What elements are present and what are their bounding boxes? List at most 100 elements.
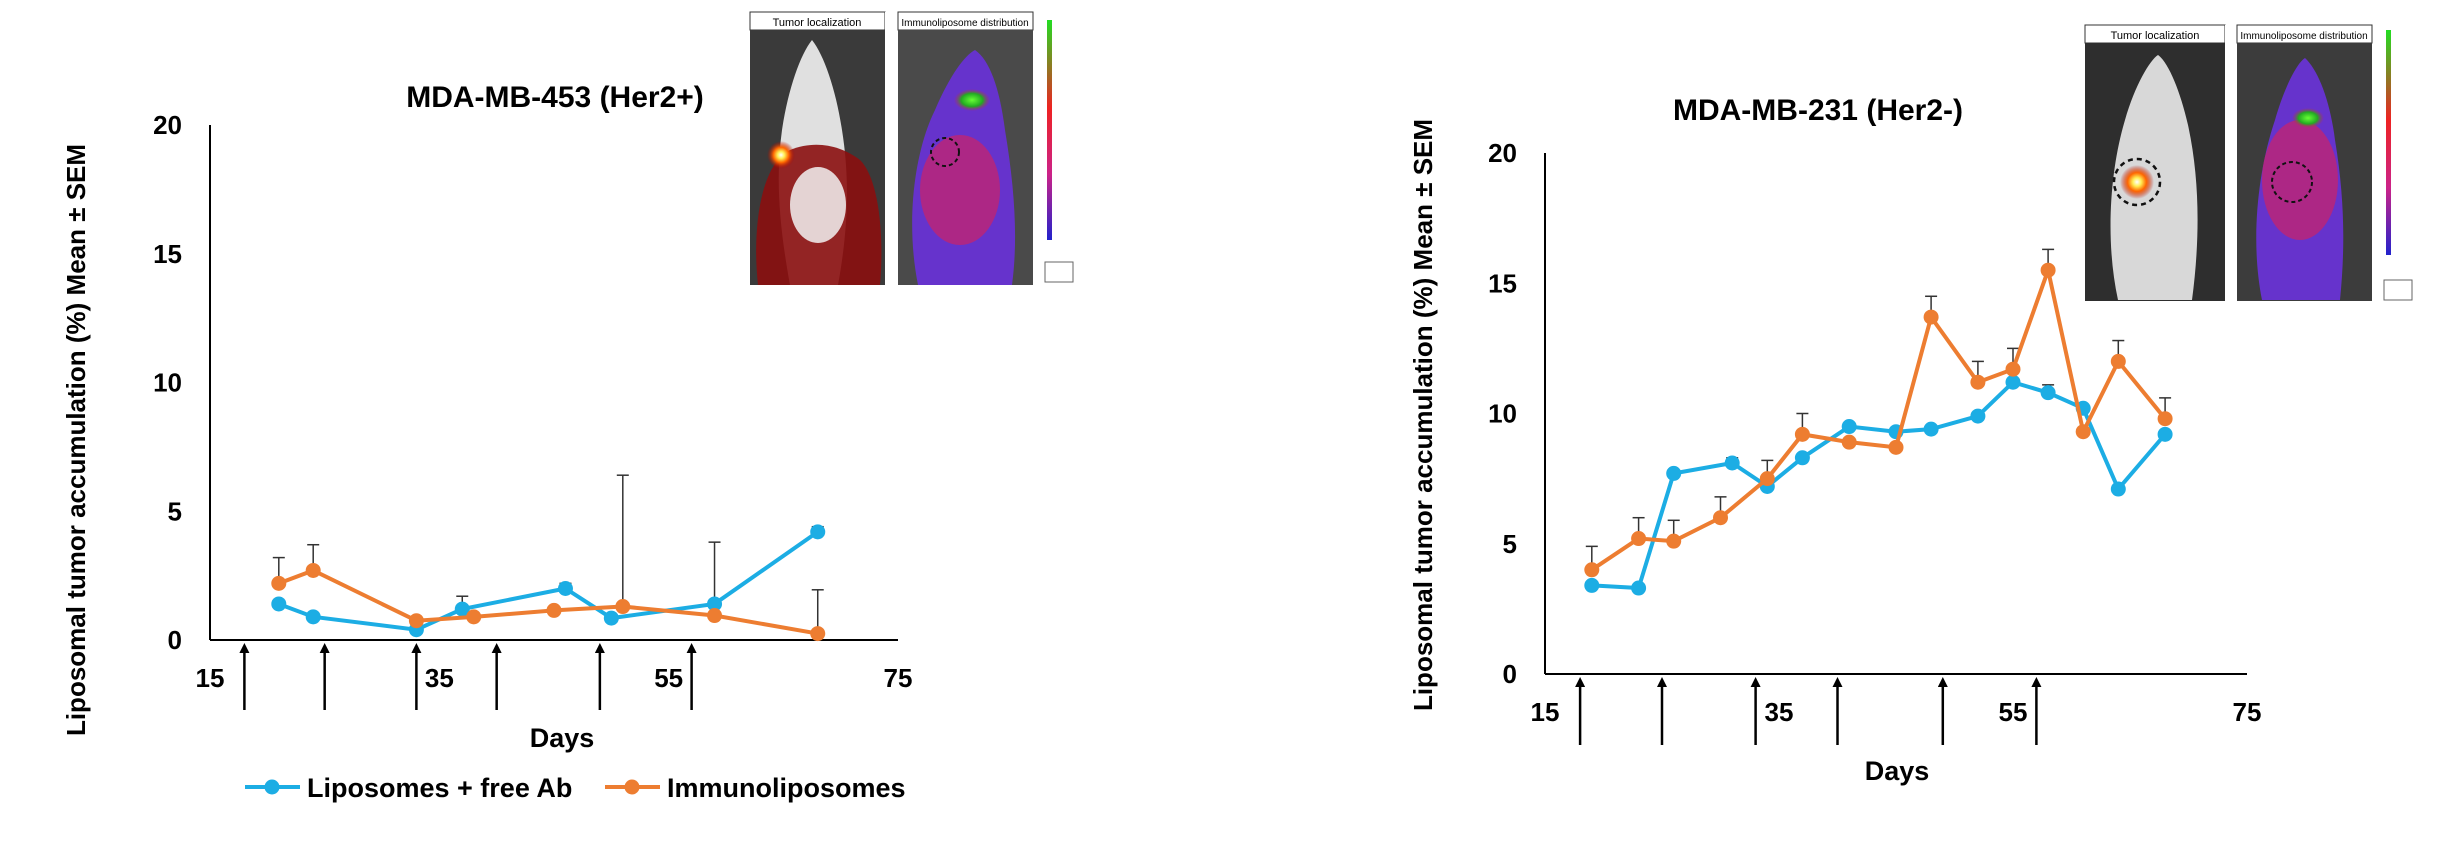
data-point <box>1841 419 1857 435</box>
tumor-region-circle <box>2271 161 2313 203</box>
panel-label: Tumor localization <box>773 17 862 29</box>
data-point <box>707 596 723 612</box>
panel-divider <box>885 12 898 285</box>
data-point <box>1631 531 1647 547</box>
chart-mda-mb-231: MDA-MB-231 (Her2-) 0 5 10 15 20 15 35 55 75 Lip… <box>1408 94 2261 786</box>
data-point <box>1666 533 1682 549</box>
y-tick-label: 15 <box>1488 268 1517 298</box>
legend-label: Immunoliposomes <box>667 773 906 803</box>
series-line <box>278 530 819 632</box>
panel-label: Immunoliposome distribution <box>901 18 1028 29</box>
series-liposomes-free-ab <box>271 524 826 638</box>
data-point <box>1888 439 1904 455</box>
imaging-inset-her2-negative: Tumor localization Immunoliposome distri… <box>2084 24 2413 301</box>
liver-signal <box>2292 108 2324 128</box>
tumor-region-circle <box>2112 157 2162 207</box>
data-point <box>305 609 321 625</box>
chart-title: MDA-MB-231 (Her2-) <box>1673 94 1963 127</box>
series-immunoliposomes <box>271 474 826 642</box>
tumor-region-circle <box>930 137 960 167</box>
legend: Liposomes + free Ab Immunoliposomes <box>245 773 906 803</box>
data-point <box>1794 450 1810 466</box>
y-axis-label: Liposomal tumor accumulation (%) Mean ± … <box>1408 119 1438 711</box>
distribution-red <box>2262 120 2338 240</box>
data-point <box>1666 465 1682 481</box>
data-point <box>1923 309 1939 325</box>
x-tick-label: 75 <box>884 663 913 693</box>
tumor-hotspot <box>2120 165 2154 199</box>
chart-mda-mb-453: MDA-MB-453 (Her2+) 0 5 10 15 20 15 35 55 75 Lip… <box>61 81 912 803</box>
data-point <box>557 581 573 596</box>
legend-item: Liposomes + free Ab <box>245 773 572 803</box>
imaging-inset-her2-positive: Tumor localization Immunoliposome distri… <box>749 11 1074 285</box>
data-point <box>810 626 826 642</box>
y-tick-label: 10 <box>1488 399 1517 429</box>
data-point <box>707 608 723 624</box>
series-line <box>1590 262 2167 572</box>
data-point <box>2157 411 2173 427</box>
y-axis-label: Liposomal tumor accumulation (%) Mean ± … <box>61 144 91 736</box>
y-tick-label: 0 <box>1503 659 1517 689</box>
data-point <box>1923 421 1939 437</box>
y-tick-label: 0 <box>168 625 182 655</box>
data-point <box>1794 426 1810 442</box>
y-tick-label: 15 <box>153 239 182 269</box>
distribution-red <box>920 135 1000 245</box>
legend-swatch-marker <box>624 779 640 795</box>
data-point <box>454 601 470 617</box>
scale-legend-box <box>1044 261 1074 283</box>
chart-title: MDA-MB-453 (Her2+) <box>406 81 704 114</box>
x-axis-label: Days <box>530 723 595 753</box>
legend-item: Immunoliposomes <box>605 773 906 803</box>
data-point <box>2110 481 2126 497</box>
data-point <box>2040 385 2056 401</box>
legend-label: Liposomes + free Ab <box>307 773 572 803</box>
data-point <box>271 596 287 612</box>
series-liposomes-free-ab <box>1584 374 2173 596</box>
y-tick-label: 5 <box>168 496 182 526</box>
data-point <box>2040 262 2056 278</box>
x-axis-label: Days <box>1865 756 1930 786</box>
tumor-hotspot <box>767 141 795 169</box>
mouse-silhouette <box>2110 55 2198 300</box>
y-tick-label: 5 <box>1503 529 1517 559</box>
y-tick-label: 20 <box>153 110 182 140</box>
data-point <box>810 524 826 540</box>
x-tick-label: 55 <box>1999 697 2028 727</box>
data-point <box>1759 471 1775 487</box>
y-tick-label: 20 <box>1488 138 1517 168</box>
y-tick-label: 10 <box>153 368 182 398</box>
data-point <box>2005 374 2021 390</box>
panel-label: Immunoliposome distribution <box>2240 31 2367 42</box>
data-point <box>2110 353 2126 369</box>
data-point <box>2075 424 2091 440</box>
data-point <box>615 599 631 615</box>
data-point <box>1584 562 1600 578</box>
liver-signal <box>954 89 990 111</box>
x-tick-label: 75 <box>2233 697 2262 727</box>
data-point <box>408 613 424 629</box>
panel-label: Tumor localization <box>2111 30 2200 42</box>
data-point <box>1584 577 1600 593</box>
white-patch <box>790 167 846 243</box>
data-point <box>271 575 287 591</box>
intensity-scale-bar <box>2386 30 2391 255</box>
panel-divider <box>2225 25 2237 301</box>
intensity-scale-bar <box>1047 20 1052 240</box>
data-point <box>603 610 619 626</box>
x-tick-label: 35 <box>425 663 454 693</box>
data-point <box>1970 374 1986 390</box>
data-point <box>466 609 482 625</box>
data-point <box>2157 426 2173 442</box>
data-point <box>305 562 321 578</box>
data-point <box>1841 434 1857 450</box>
series-line <box>278 568 819 636</box>
series-immunoliposomes <box>1584 248 2173 578</box>
x-tick-label: 15 <box>1531 697 1560 727</box>
x-tick-label: 35 <box>1765 697 1794 727</box>
data-point <box>2005 361 2021 377</box>
x-tick-label: 55 <box>654 663 683 693</box>
x-tick-label: 15 <box>196 663 225 693</box>
scale-legend-box <box>2383 279 2413 301</box>
